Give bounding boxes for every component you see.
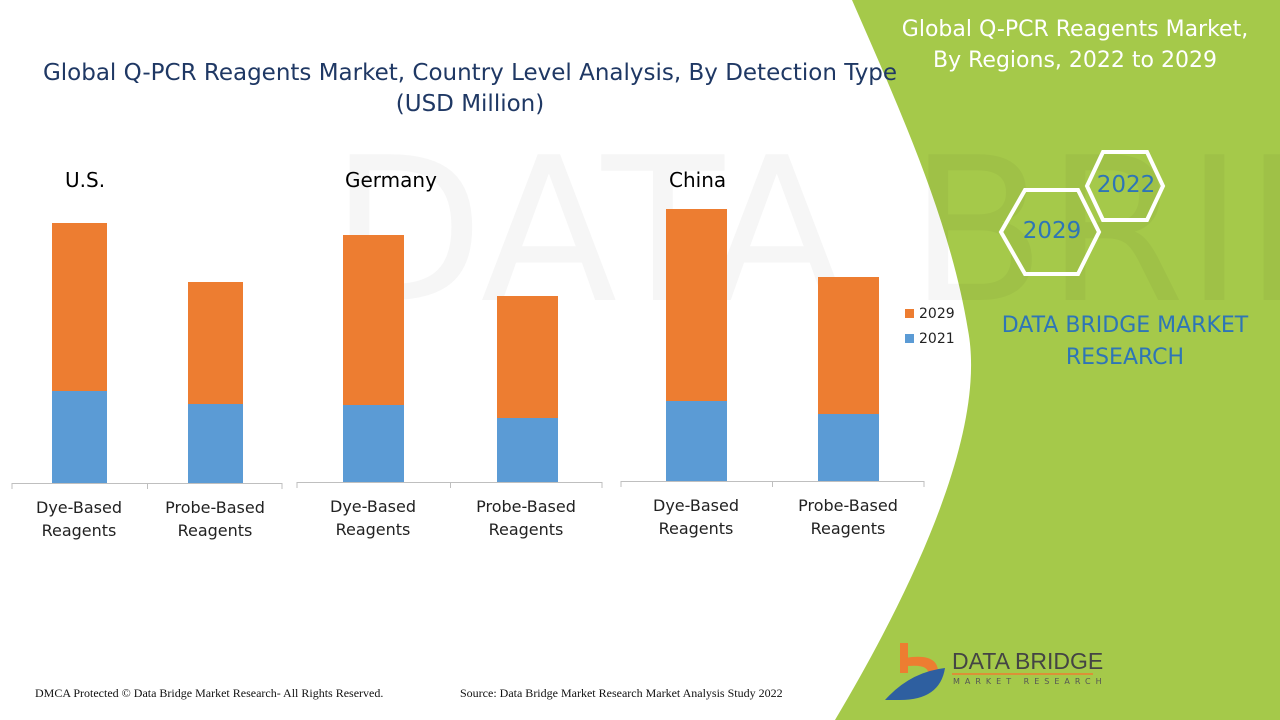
legend-item-2029: 2029 <box>905 306 955 322</box>
legend-label: 2021 <box>919 331 955 347</box>
bar-2021 <box>666 401 727 481</box>
category-label: Probe-Based Reagents <box>165 498 265 540</box>
bar-2021 <box>343 405 404 482</box>
hex-year-2029: 2029 <box>1022 218 1082 244</box>
bar-2021 <box>52 391 107 483</box>
hex-2022-outline <box>1084 150 1166 222</box>
bar-2021 <box>497 418 558 482</box>
hex-2029-outline <box>998 188 1102 276</box>
bar-2029 <box>188 282 243 404</box>
logo-title: DATA BRIDGE <box>952 648 1104 674</box>
dmca-notice: DMCA Protected © Data Bridge Market Rese… <box>35 686 384 700</box>
country-label-us: U.S. <box>65 168 106 192</box>
category-label: Dye-Based Reagents <box>653 496 739 538</box>
source-note: Source: Data Bridge Market Research Mark… <box>460 686 783 700</box>
bar-2029 <box>497 296 558 418</box>
brand-text: DATA BRIDGE MARKET RESEARCH <box>1001 313 1249 370</box>
bar-2029 <box>343 235 404 405</box>
country-label-germany: Germany <box>345 168 437 192</box>
bar-2021 <box>188 404 243 483</box>
hex-year-2022: 2022 <box>1096 172 1156 198</box>
category-label: Dye-Based Reagents <box>330 497 416 539</box>
category-label: Dye-Based Reagents <box>36 498 122 540</box>
country-label-china: China <box>669 168 727 192</box>
bar-2029 <box>666 209 727 401</box>
category-label: Probe-Based Reagents <box>798 496 898 538</box>
green-panel <box>835 0 1280 720</box>
category-label: Probe-Based Reagents <box>476 497 576 539</box>
legend-label: 2029 <box>919 306 955 322</box>
chart-title: Global Q-PCR Reagents Market, Country Le… <box>42 60 898 117</box>
logo-subtitle: MARKET RESEARCH <box>953 677 1107 686</box>
bar-2029 <box>52 223 107 391</box>
legend-swatch <box>905 334 914 343</box>
right-panel-title: Global Q-PCR Reagents Market, By Regions… <box>901 17 1249 73</box>
legend-swatch <box>905 309 914 318</box>
logo-icon <box>885 643 1093 700</box>
legend-item-2021: 2021 <box>905 331 955 347</box>
bar-2021 <box>818 414 879 481</box>
bar-2029 <box>818 277 879 414</box>
